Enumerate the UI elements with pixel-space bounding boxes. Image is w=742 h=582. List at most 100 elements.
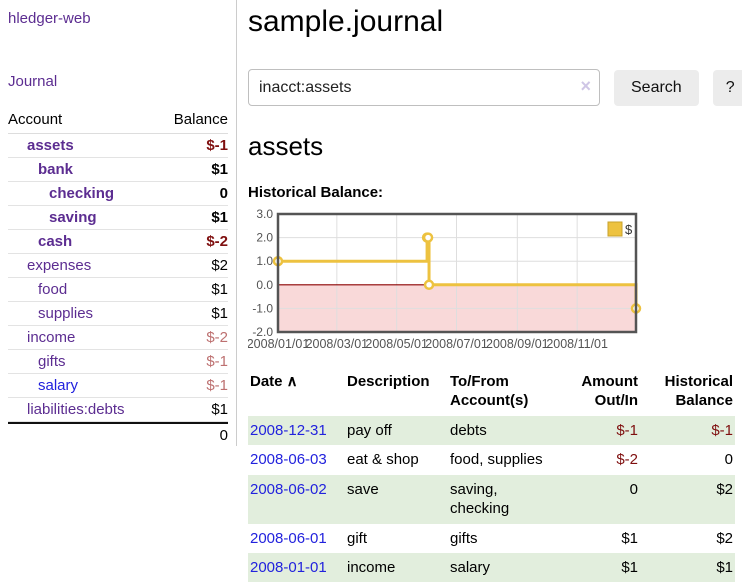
account-row: income $-2 (8, 326, 228, 350)
search-bar: × Search ? (248, 69, 742, 106)
transaction-accounts-cell: salary (450, 559, 491, 576)
transaction-accounts-cell: gifts (450, 529, 478, 547)
transaction-date-cell: 2008-06-01 (248, 524, 345, 554)
transaction-date-link[interactable]: 2008-01-01 (250, 559, 327, 576)
sort-ascending-icon[interactable]: ∧ (282, 373, 298, 390)
transaction-date-link[interactable]: 2008-12-31 (250, 421, 327, 439)
account-balance: $2 (211, 257, 228, 274)
account-link[interactable]: expenses (27, 257, 92, 274)
account-row: assets $-1 (8, 134, 228, 158)
accounts-total-row: 0 (8, 422, 228, 446)
account-row: salary $-1 (8, 374, 228, 398)
svg-text:2008/05/01: 2008/05/01 (365, 337, 428, 351)
column-header: Amount Out/In (581, 373, 638, 409)
transaction-description-cell: pay off (347, 421, 392, 439)
transaction-date-cell: 2008-01-01 (248, 553, 345, 582)
transaction-amount-cell: $1 (621, 529, 638, 547)
account-row: liabilities:debts $1 (8, 398, 228, 422)
account-balance: $-1 (206, 377, 228, 394)
svg-text:-2.0: -2.0 (252, 325, 273, 339)
svg-text:2008/03/01: 2008/03/01 (306, 337, 369, 351)
account-row: food $1 (8, 278, 228, 302)
column-header: To/From Account(s) (450, 373, 529, 409)
chart-container: $3.0 2.0 1.0 0.0 -1.0 -2.0 2008/01/01 2008/03/0… (247, 207, 742, 360)
svg-text:$: $ (625, 222, 633, 237)
accounts-table: Account Balance assets $-1 bank $1 check… (8, 109, 228, 446)
account-balance: $-1 (206, 137, 228, 154)
transaction-row: 2008-06-02 save saving, checking 0 $2 (248, 474, 735, 524)
transaction-date-link[interactable]: 2008-06-01 (250, 529, 327, 547)
column-header[interactable]: Date ∧ (250, 373, 298, 390)
transaction-amount-cell: $1 (621, 559, 638, 576)
account-link[interactable]: salary (38, 377, 79, 394)
account-link[interactable]: bank (38, 161, 74, 178)
total-balance: 0 (219, 426, 228, 444)
account-link[interactable]: saving (49, 209, 97, 226)
transaction-description-cell: eat & shop (347, 451, 419, 468)
transaction-balance-cell: 0 (724, 451, 733, 468)
transaction-description-cell: income (347, 559, 396, 576)
transaction-amount-cell: $-1 (616, 421, 638, 439)
account-heading: assets (248, 131, 324, 161)
page-title: sample.journal (248, 5, 444, 38)
svg-text:-1.0: -1.0 (252, 301, 273, 315)
svg-text:2008/11/01: 2008/11/01 (546, 337, 608, 351)
account-link[interactable]: checking (49, 185, 115, 202)
account-row: gifts $-1 (8, 350, 228, 374)
transaction-accounts-cell: debts (450, 421, 487, 439)
transaction-description-cell: save (347, 480, 379, 498)
account-link[interactable]: gifts (38, 353, 66, 370)
sidebar-item-journal[interactable]: Journal (8, 73, 58, 90)
account-link[interactable]: cash (38, 233, 73, 250)
sidebar: hledger-web Journal Account Balance asse… (0, 0, 237, 446)
search-input[interactable] (248, 69, 600, 106)
account-balance: $1 (211, 161, 228, 178)
account-link[interactable]: liabilities:debts (27, 401, 125, 418)
main-content: sample.journal × Search ? assets Histori… (237, 0, 742, 582)
account-link[interactable]: food (38, 281, 68, 298)
svg-text:2.0: 2.0 (256, 231, 273, 245)
account-row: bank $1 (8, 158, 228, 182)
transaction-date-cell: 2008-06-03 (248, 445, 345, 475)
svg-text:3.0: 3.0 (256, 209, 273, 221)
svg-text:2008/01/01: 2008/01/01 (248, 337, 309, 351)
column-header: Description (347, 373, 430, 390)
chart-title: Historical Balance: (248, 184, 384, 201)
account-row: checking 0 (8, 182, 228, 206)
transaction-row: 2008-06-03 eat & shop food, supplies $-2… (248, 445, 735, 475)
account-balance: $1 (211, 401, 228, 418)
accounts-table-header: Account Balance (8, 109, 228, 134)
transaction-date-link[interactable]: 2008-06-03 (250, 451, 327, 468)
transaction-description-cell: gift (347, 529, 368, 547)
account-balance: 0 (219, 185, 228, 202)
column-header: Historical Balance (664, 373, 733, 409)
accounts-list: assets $-1 bank $1 checking 0 saving $1 … (8, 134, 228, 422)
account-link[interactable]: assets (27, 137, 74, 154)
clear-search-icon[interactable]: × (580, 76, 591, 96)
brand-link[interactable]: hledger-web (8, 10, 91, 27)
transaction-amount-cell: 0 (629, 480, 638, 498)
transaction-date-cell: 2008-06-02 (248, 475, 345, 524)
register-header-row: Date ∧ Description To/From Account(s) Amoun… (248, 370, 735, 416)
historical-balance-chart[interactable]: $3.0 2.0 1.0 0.0 -1.0 -2.02008/01/012008/03/0… (247, 207, 654, 355)
search-help-button[interactable]: ? (712, 69, 742, 106)
svg-text:0.0: 0.0 (256, 278, 273, 292)
search-button[interactable]: Search (614, 69, 699, 106)
account-row: saving $1 (8, 206, 228, 230)
account-row: cash $-2 (8, 230, 228, 254)
transaction-date-link[interactable]: 2008-06-02 (250, 480, 327, 498)
transaction-row: 2008-06-01 gift gifts $1 $2 (248, 524, 735, 554)
account-column-header: Account (8, 111, 63, 128)
transaction-amount-cell: $-2 (616, 451, 638, 468)
transaction-accounts-cell: food, supplies (450, 451, 543, 468)
account-balance: $1 (211, 209, 228, 226)
svg-text:2008/07/01: 2008/07/01 (425, 337, 488, 351)
account-balance: $1 (211, 281, 228, 298)
transaction-balance-cell: $1 (716, 559, 733, 576)
balance-column-header: Balance (173, 111, 228, 128)
svg-text:2008/09/01: 2008/09/01 (486, 337, 549, 351)
account-balance: $1 (211, 305, 228, 322)
account-link[interactable]: income (27, 329, 76, 346)
account-link[interactable]: supplies (38, 305, 94, 322)
